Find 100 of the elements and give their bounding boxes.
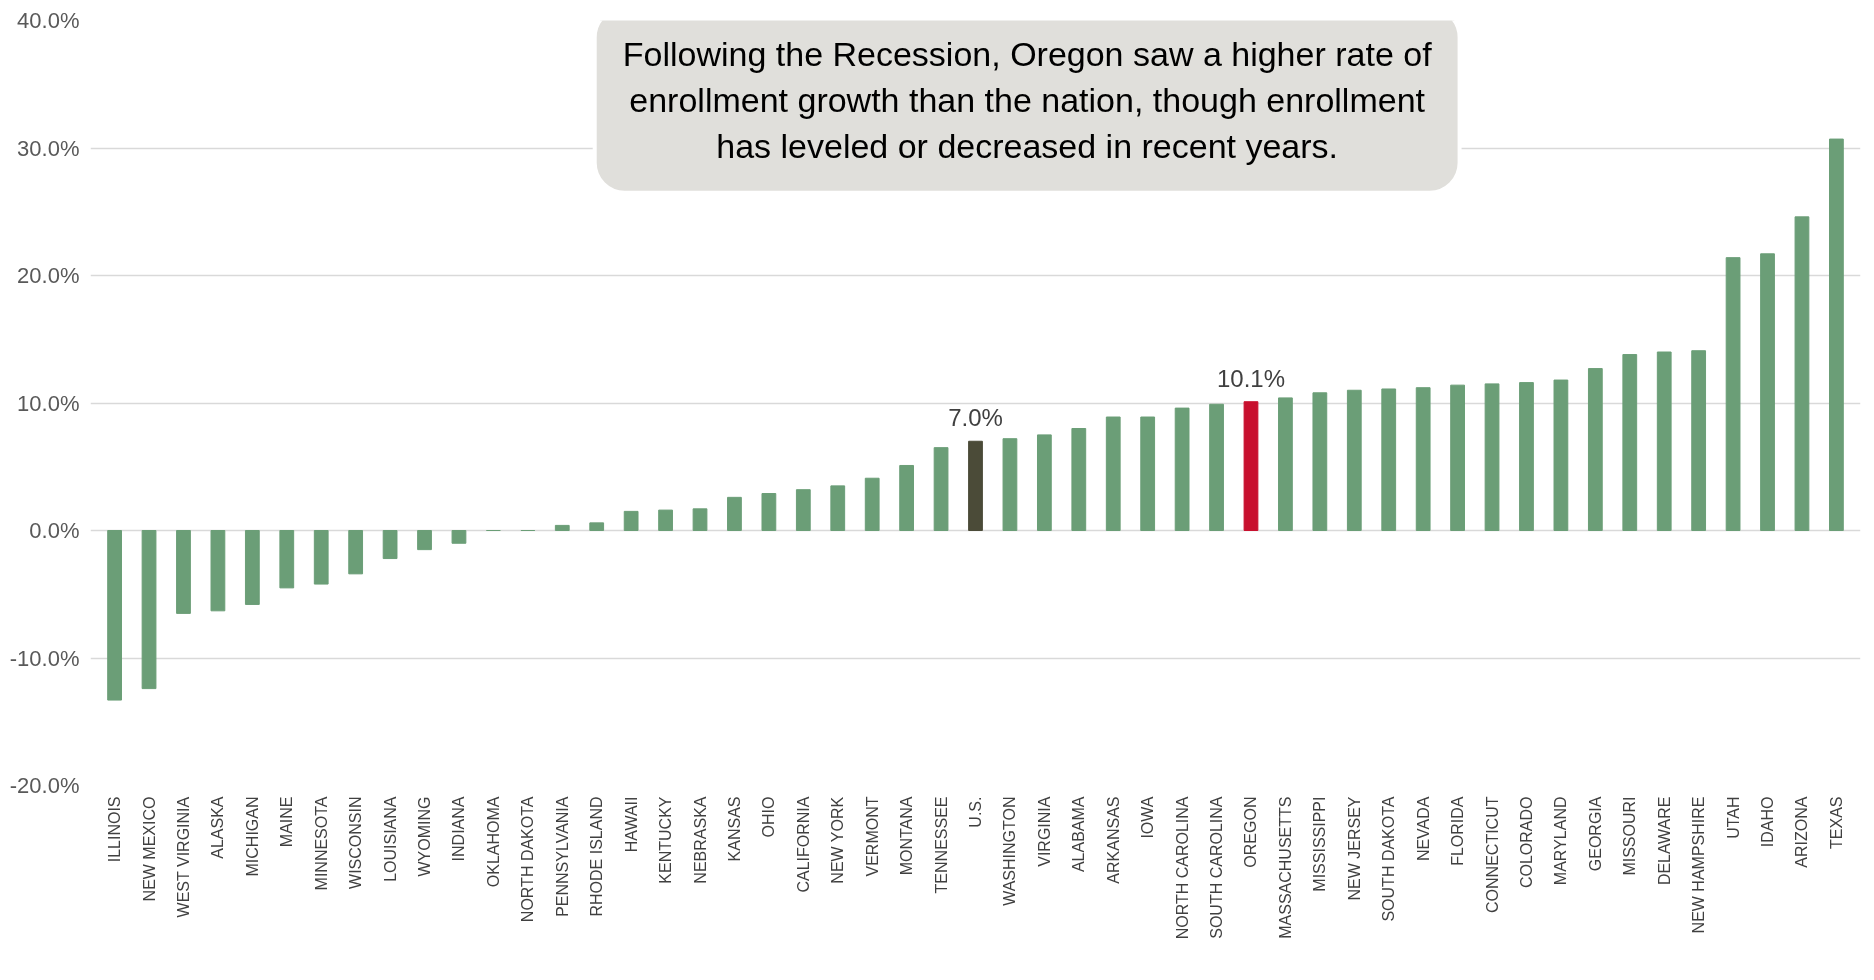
- x-tick-label: MICHIGAN: [243, 796, 261, 877]
- x-tick-label: NEBRASKA: [691, 796, 709, 884]
- x-tick-label: NORTH CAROLINA: [1173, 796, 1191, 940]
- bar: [348, 530, 364, 575]
- x-tick-label: NEW YORK: [829, 796, 847, 884]
- x-tick-label: KANSAS: [725, 796, 743, 862]
- x-tick-label: CONNECTICUT: [1483, 796, 1501, 913]
- x-tick-label: U.S.: [967, 796, 984, 828]
- bar: [417, 530, 432, 551]
- x-tick-label: MINNESOTA: [312, 796, 330, 891]
- x-tick-label: HAWAII: [622, 796, 640, 853]
- x-tick-label: IDAHO: [1759, 796, 1777, 848]
- bar: [1519, 382, 1534, 531]
- bar: [1071, 428, 1087, 531]
- y-tick-label: 30.0%: [17, 135, 80, 161]
- data-label: 10.1%: [1216, 364, 1286, 392]
- bar: [658, 509, 673, 531]
- bar: [1794, 216, 1810, 531]
- x-tick-label: RHODE ISLAND: [588, 796, 606, 917]
- x-tick-label: MISSISSIPPI: [1311, 796, 1329, 892]
- x-tick-label: TENNESSEE: [932, 796, 950, 894]
- x-tick-label: VERMONT: [863, 796, 881, 877]
- bar: [1656, 351, 1672, 531]
- x-tick-label: NORTH DAKOTA: [519, 796, 537, 923]
- x-tick-label: MISSOURI: [1621, 796, 1639, 876]
- x-tick-label: DELAWARE: [1655, 796, 1673, 886]
- bar: [830, 485, 846, 531]
- bar: [1278, 397, 1293, 531]
- bar: [313, 530, 329, 585]
- bar: [1002, 438, 1018, 531]
- bar: [1691, 350, 1707, 531]
- x-tick-label: MAINE: [278, 796, 296, 848]
- bar: [795, 489, 811, 531]
- x-tick-label: CALIFORNIA: [794, 796, 812, 893]
- bar: [1209, 403, 1224, 531]
- x-tick-label: VIRGINIA: [1035, 796, 1053, 867]
- x-tick-label: LOUISIANA: [381, 796, 399, 882]
- x-tick-label: WYOMING: [416, 796, 434, 877]
- data-label: 7.0%: [948, 404, 1003, 432]
- x-tick-label: SOUTH CAROLINA: [1208, 796, 1226, 939]
- y-tick-label: 20.0%: [17, 263, 80, 288]
- bar: [451, 530, 467, 544]
- y-tick-label: -10.0%: [9, 645, 80, 671]
- x-tick-label: KENTUCKY: [657, 796, 675, 884]
- x-tick-label: OKLAHOMA: [484, 796, 502, 888]
- x-tick-label: ALASKA: [209, 796, 227, 859]
- bar: [141, 530, 157, 690]
- bar: [933, 447, 949, 531]
- bar: [1174, 407, 1190, 531]
- x-tick-label: OHIO: [760, 796, 778, 838]
- x-tick-label: MASSACHUSETTS: [1276, 796, 1294, 939]
- y-tick-label: 10.0%: [17, 390, 80, 416]
- bar: [382, 530, 398, 560]
- bar: [279, 530, 295, 589]
- x-tick-label: WEST VIRGINIA: [174, 796, 192, 918]
- bar: [107, 530, 122, 701]
- bar: [1760, 253, 1775, 531]
- y-tick-label: -20.0%: [9, 773, 80, 798]
- bar: [727, 496, 742, 531]
- bar: [968, 440, 983, 531]
- bar: [1484, 383, 1500, 531]
- bar: [1829, 138, 1844, 531]
- bar: [761, 493, 777, 531]
- y-tick-label: 40.0%: [17, 8, 80, 33]
- x-tick-label: NEVADA: [1414, 796, 1432, 862]
- bar: [176, 530, 191, 614]
- x-tick-label: TEXAS: [1827, 796, 1845, 849]
- bar: [864, 477, 880, 531]
- x-tick-label: OREGON: [1242, 796, 1260, 868]
- bar: [1415, 387, 1431, 531]
- x-tick-label: FLORIDA: [1449, 796, 1467, 866]
- bar: [1587, 368, 1603, 531]
- annotation: Following the Recession, Oregon saw a higher rate of enrollment growth than the nation, though enrollment has leveled or decreased in recent years.: [622, 35, 1433, 165]
- bar: [1346, 389, 1362, 531]
- bar: [692, 508, 708, 531]
- x-tick-label: ARKANSAS: [1104, 796, 1122, 884]
- bar: [1243, 401, 1259, 531]
- x-tick-label: NEW JERSEY: [1345, 796, 1363, 901]
- x-tick-label: INDIANA: [450, 796, 468, 862]
- bar: [1140, 416, 1156, 531]
- bar: [554, 524, 570, 531]
- x-tick-label: WASHINGTON: [1001, 796, 1019, 906]
- bar: [1450, 384, 1465, 531]
- bar: [1381, 388, 1397, 531]
- x-tick-label: COLORADO: [1517, 796, 1535, 889]
- x-tick-label: SOUTH DAKOTA: [1380, 796, 1398, 922]
- bar: [1553, 379, 1569, 531]
- x-tick-label: MONTANA: [898, 796, 916, 876]
- bar: [244, 530, 260, 605]
- bar: [1622, 354, 1638, 531]
- bar: [1105, 416, 1121, 531]
- x-tick-label: PENNSYLVANIA: [553, 796, 571, 917]
- x-tick-label: NEW HAMPSHIRE: [1690, 796, 1708, 934]
- bar: [589, 522, 605, 531]
- bar: [1725, 257, 1741, 531]
- x-tick-label: IOWA: [1139, 796, 1157, 839]
- bar: [1036, 434, 1052, 531]
- x-tick-label: NEW MEXICO: [140, 796, 158, 902]
- x-tick-label: WISCONSIN: [347, 796, 365, 889]
- y-tick-label: 0.0%: [29, 518, 80, 543]
